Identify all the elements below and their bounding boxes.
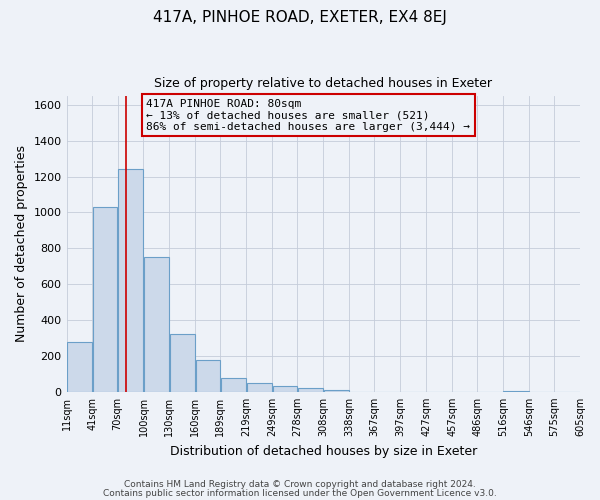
Bar bbox=[93, 207, 117, 392]
Bar bbox=[247, 383, 272, 392]
Text: Contains HM Land Registry data © Crown copyright and database right 2024.: Contains HM Land Registry data © Crown c… bbox=[124, 480, 476, 489]
Bar bbox=[144, 258, 169, 392]
Bar bbox=[196, 360, 220, 392]
Title: Size of property relative to detached houses in Exeter: Size of property relative to detached ho… bbox=[154, 78, 492, 90]
Bar bbox=[272, 386, 297, 392]
Bar bbox=[170, 334, 195, 392]
Bar bbox=[67, 342, 92, 392]
Bar bbox=[118, 170, 143, 392]
Bar bbox=[221, 378, 246, 392]
Text: Contains public sector information licensed under the Open Government Licence v3: Contains public sector information licen… bbox=[103, 490, 497, 498]
Text: 417A PINHOE ROAD: 80sqm
← 13% of detached houses are smaller (521)
86% of semi-d: 417A PINHOE ROAD: 80sqm ← 13% of detache… bbox=[146, 99, 470, 132]
Y-axis label: Number of detached properties: Number of detached properties bbox=[15, 146, 28, 342]
X-axis label: Distribution of detached houses by size in Exeter: Distribution of detached houses by size … bbox=[170, 444, 477, 458]
Bar bbox=[323, 390, 349, 392]
Bar bbox=[298, 388, 323, 392]
Text: 417A, PINHOE ROAD, EXETER, EX4 8EJ: 417A, PINHOE ROAD, EXETER, EX4 8EJ bbox=[153, 10, 447, 25]
Bar bbox=[503, 391, 529, 392]
